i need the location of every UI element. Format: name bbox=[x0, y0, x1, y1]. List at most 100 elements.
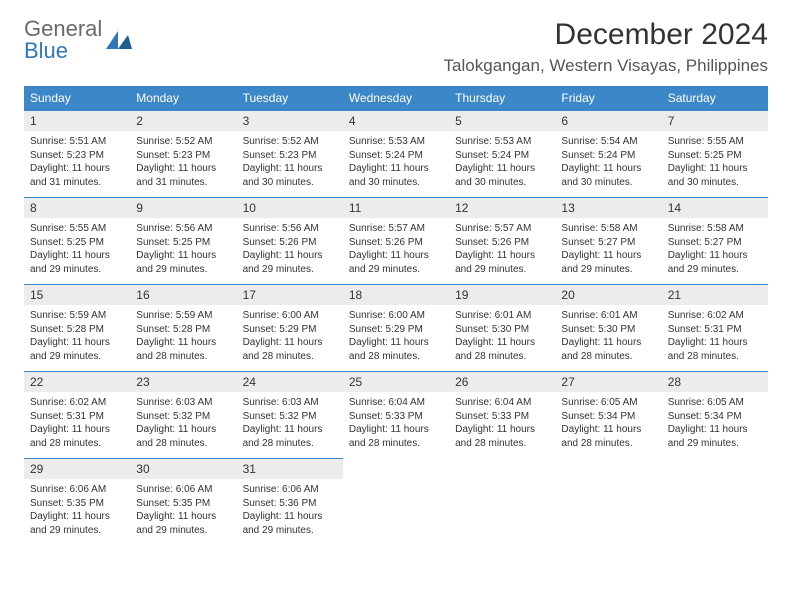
daylight-label: Daylight: bbox=[243, 337, 282, 348]
day-number: 1 bbox=[24, 111, 130, 131]
day-number: 27 bbox=[555, 372, 661, 392]
day-number: 30 bbox=[130, 459, 236, 479]
sunrise-label: Sunrise: bbox=[243, 223, 280, 234]
sunrise-value: 5:55 AM bbox=[69, 223, 106, 234]
sunset-label: Sunset: bbox=[243, 411, 277, 422]
sunset-label: Sunset: bbox=[668, 411, 702, 422]
sunset-value: 5:34 PM bbox=[598, 411, 635, 422]
calendar-day-cell: 31Sunrise: 6:06 AMSunset: 5:36 PMDayligh… bbox=[237, 459, 343, 546]
sunset-value: 5:30 PM bbox=[492, 324, 529, 335]
daylight-label: Daylight: bbox=[136, 424, 175, 435]
sunrise-label: Sunrise: bbox=[561, 136, 598, 147]
calendar-day-cell: 12Sunrise: 5:57 AMSunset: 5:26 PMDayligh… bbox=[449, 198, 555, 285]
day-info: Sunrise: 5:53 AMSunset: 5:24 PMDaylight:… bbox=[449, 131, 555, 197]
daylight-label: Daylight: bbox=[349, 163, 388, 174]
day-info: Sunrise: 5:55 AMSunset: 5:25 PMDaylight:… bbox=[662, 131, 768, 197]
day-info: Sunrise: 6:04 AMSunset: 5:33 PMDaylight:… bbox=[449, 392, 555, 458]
sunset-value: 5:26 PM bbox=[492, 237, 529, 248]
day-number: 2 bbox=[130, 111, 236, 131]
daylight-label: Daylight: bbox=[243, 163, 282, 174]
sunset-label: Sunset: bbox=[136, 237, 170, 248]
calendar-day-cell: 3Sunrise: 5:52 AMSunset: 5:23 PMDaylight… bbox=[237, 111, 343, 198]
sunset-value: 5:24 PM bbox=[386, 150, 423, 161]
sunset-label: Sunset: bbox=[455, 411, 489, 422]
day-info: Sunrise: 6:03 AMSunset: 5:32 PMDaylight:… bbox=[237, 392, 343, 458]
day-number: 19 bbox=[449, 285, 555, 305]
sunrise-label: Sunrise: bbox=[136, 397, 173, 408]
day-info: Sunrise: 6:01 AMSunset: 5:30 PMDaylight:… bbox=[449, 305, 555, 371]
sunrise-value: 6:03 AM bbox=[282, 397, 319, 408]
day-info: Sunrise: 6:05 AMSunset: 5:34 PMDaylight:… bbox=[555, 392, 661, 458]
sunset-value: 5:25 PM bbox=[704, 150, 741, 161]
calendar-week-row: 22Sunrise: 6:02 AMSunset: 5:31 PMDayligh… bbox=[24, 372, 768, 459]
calendar-day-cell: 6Sunrise: 5:54 AMSunset: 5:24 PMDaylight… bbox=[555, 111, 661, 198]
daylight-label: Daylight: bbox=[668, 163, 707, 174]
calendar-day-cell: 15Sunrise: 5:59 AMSunset: 5:28 PMDayligh… bbox=[24, 285, 130, 372]
weekday-header: Sunday bbox=[24, 86, 130, 111]
day-number: 14 bbox=[662, 198, 768, 218]
day-info: Sunrise: 5:52 AMSunset: 5:23 PMDaylight:… bbox=[130, 131, 236, 197]
sunrise-label: Sunrise: bbox=[455, 136, 492, 147]
day-info: Sunrise: 6:00 AMSunset: 5:29 PMDaylight:… bbox=[343, 305, 449, 371]
sunset-value: 5:27 PM bbox=[704, 237, 741, 248]
calendar-day-cell bbox=[343, 459, 449, 546]
sunset-label: Sunset: bbox=[30, 411, 64, 422]
sunrise-label: Sunrise: bbox=[561, 397, 598, 408]
sunrise-value: 5:52 AM bbox=[176, 136, 213, 147]
sunrise-value: 5:58 AM bbox=[601, 223, 638, 234]
calendar-day-cell: 13Sunrise: 5:58 AMSunset: 5:27 PMDayligh… bbox=[555, 198, 661, 285]
day-number: 24 bbox=[237, 372, 343, 392]
logo: General Blue bbox=[24, 18, 132, 62]
sunset-value: 5:36 PM bbox=[279, 498, 316, 509]
calendar-day-cell: 5Sunrise: 5:53 AMSunset: 5:24 PMDaylight… bbox=[449, 111, 555, 198]
sunset-value: 5:35 PM bbox=[67, 498, 104, 509]
sunset-label: Sunset: bbox=[455, 150, 489, 161]
day-info: Sunrise: 5:56 AMSunset: 5:26 PMDaylight:… bbox=[237, 218, 343, 284]
sunrise-label: Sunrise: bbox=[668, 310, 705, 321]
day-number: 10 bbox=[237, 198, 343, 218]
day-number: 6 bbox=[555, 111, 661, 131]
sunrise-value: 6:04 AM bbox=[495, 397, 532, 408]
day-number: 5 bbox=[449, 111, 555, 131]
weekday-header: Friday bbox=[555, 86, 661, 111]
sunrise-value: 6:02 AM bbox=[707, 310, 744, 321]
sunrise-label: Sunrise: bbox=[349, 136, 386, 147]
day-number: 29 bbox=[24, 459, 130, 479]
calendar-day-cell: 16Sunrise: 5:59 AMSunset: 5:28 PMDayligh… bbox=[130, 285, 236, 372]
daylight-label: Daylight: bbox=[349, 250, 388, 261]
sunrise-label: Sunrise: bbox=[561, 310, 598, 321]
day-number: 25 bbox=[343, 372, 449, 392]
daylight-label: Daylight: bbox=[136, 511, 175, 522]
day-number: 9 bbox=[130, 198, 236, 218]
logo-text-blue: Blue bbox=[24, 38, 68, 63]
sunset-value: 5:25 PM bbox=[67, 237, 104, 248]
sunrise-label: Sunrise: bbox=[136, 484, 173, 495]
day-info: Sunrise: 6:06 AMSunset: 5:36 PMDaylight:… bbox=[237, 479, 343, 545]
sunrise-value: 5:59 AM bbox=[69, 310, 106, 321]
sunset-label: Sunset: bbox=[136, 324, 170, 335]
sunrise-value: 6:05 AM bbox=[601, 397, 638, 408]
weekday-header: Thursday bbox=[449, 86, 555, 111]
sunrise-value: 5:53 AM bbox=[388, 136, 425, 147]
day-info: Sunrise: 5:57 AMSunset: 5:26 PMDaylight:… bbox=[449, 218, 555, 284]
calendar-day-cell: 24Sunrise: 6:03 AMSunset: 5:32 PMDayligh… bbox=[237, 372, 343, 459]
sunset-label: Sunset: bbox=[561, 237, 595, 248]
sunrise-value: 6:03 AM bbox=[176, 397, 213, 408]
sunset-value: 5:23 PM bbox=[173, 150, 210, 161]
day-info: Sunrise: 5:58 AMSunset: 5:27 PMDaylight:… bbox=[662, 218, 768, 284]
day-info: Sunrise: 5:59 AMSunset: 5:28 PMDaylight:… bbox=[24, 305, 130, 371]
sunset-label: Sunset: bbox=[136, 150, 170, 161]
calendar-day-cell: 22Sunrise: 6:02 AMSunset: 5:31 PMDayligh… bbox=[24, 372, 130, 459]
day-number: 31 bbox=[237, 459, 343, 479]
calendar-day-cell bbox=[449, 459, 555, 546]
location-subtitle: Talokgangan, Western Visayas, Philippine… bbox=[444, 56, 768, 76]
day-number: 22 bbox=[24, 372, 130, 392]
sunrise-label: Sunrise: bbox=[243, 484, 280, 495]
sunrise-label: Sunrise: bbox=[243, 397, 280, 408]
sunset-label: Sunset: bbox=[349, 324, 383, 335]
sunset-label: Sunset: bbox=[455, 324, 489, 335]
sunset-label: Sunset: bbox=[561, 150, 595, 161]
sunset-value: 5:26 PM bbox=[386, 237, 423, 248]
calendar-day-cell: 29Sunrise: 6:06 AMSunset: 5:35 PMDayligh… bbox=[24, 459, 130, 546]
sunrise-label: Sunrise: bbox=[30, 484, 67, 495]
